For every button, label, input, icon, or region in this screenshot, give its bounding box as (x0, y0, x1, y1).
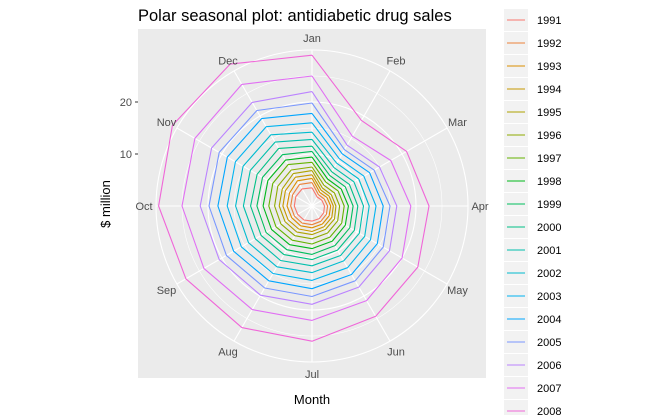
legend-label: 2004 (537, 314, 561, 326)
series-line-1996 (274, 166, 341, 240)
legend-item: 2000 (504, 216, 561, 238)
x-axis-title: Month (294, 392, 330, 407)
legend-label: 1992 (537, 38, 561, 50)
month-tick-label: Jun (387, 346, 405, 358)
month-tick-label: Jul (305, 369, 319, 381)
series-line-1993 (286, 177, 332, 229)
legend-label: 2005 (537, 337, 561, 349)
series-line-1991 (293, 187, 326, 222)
series-line-1998 (262, 156, 349, 250)
grid-spoke (311, 70, 391, 207)
month-tick-label: Dec (218, 56, 238, 68)
month-tick-label: Sep (157, 285, 177, 297)
month-tick-label: Jan (303, 33, 321, 45)
series-line-1999 (256, 150, 354, 255)
legend-label: 2003 (537, 291, 561, 303)
series-line-2002 (235, 131, 370, 274)
legend-label: 2007 (537, 383, 561, 395)
legend-item: 1998 (504, 170, 561, 192)
legend-item: 1993 (504, 55, 561, 77)
legend-item: 1996 (504, 124, 561, 146)
series-line-2001 (242, 138, 365, 267)
r-tick-label: 20 (120, 97, 132, 109)
legend-label: 2006 (537, 360, 561, 372)
legend-item: 1994 (504, 78, 561, 100)
legend-item: 2002 (504, 262, 561, 284)
month-labels: Jan Feb Mar Apr May Jun Jul Aug Sep Oct Nov Dec (135, 33, 488, 381)
month-tick-label: Aug (218, 346, 238, 358)
series-line-1994 (282, 174, 334, 233)
series-line-2005 (208, 102, 391, 298)
legend-label: 2000 (537, 222, 561, 234)
legend-label: 1997 (537, 153, 561, 165)
series-line-1992 (290, 182, 329, 226)
legend-label: 1993 (537, 61, 561, 73)
legend-label: 1999 (537, 199, 561, 211)
y-axis-title: $ million (98, 180, 113, 228)
legend-item: 2001 (504, 239, 561, 261)
legend-label: 1991 (537, 15, 561, 27)
series-line-1997 (268, 161, 345, 245)
legend-item: 1995 (504, 101, 561, 123)
month-tick-label: Oct (135, 201, 152, 213)
series-line-2007 (181, 75, 412, 321)
grid-spoke (176, 205, 313, 285)
legend-label: 1998 (537, 176, 561, 188)
legend-item: 1991 (504, 9, 561, 31)
month-tick-label: May (447, 285, 468, 297)
legend-label: 1996 (537, 130, 561, 142)
series-line-2008 (158, 54, 430, 342)
legend: 1991 1992 1993 1994 1995 1996 1997 1998 1999 2000… (504, 9, 561, 415)
grid-spoke (311, 205, 391, 342)
legend-label: 2001 (537, 245, 561, 257)
legend-item: 2005 (504, 331, 561, 353)
chart-title: Polar seasonal plot: antidiabetic drug s… (138, 7, 452, 25)
series-line-1995 (278, 170, 337, 236)
series-layer (158, 54, 430, 342)
legend-label: 2002 (537, 268, 561, 280)
legend-item: 1992 (504, 32, 561, 54)
legend-label: 1994 (537, 84, 561, 96)
radial-axis: 10 20 (120, 97, 138, 161)
legend-item: 1997 (504, 147, 561, 169)
month-tick-label: Feb (387, 56, 406, 68)
legend-item: 2004 (504, 308, 561, 330)
legend-label: 2008 (537, 406, 561, 415)
legend-item: 2008 (504, 400, 561, 415)
legend-item: 2007 (504, 377, 561, 399)
legend-label: 1995 (537, 107, 561, 119)
grid-spoke (233, 70, 313, 207)
series-line-2006 (199, 91, 398, 305)
month-tick-label: Nov (157, 117, 177, 129)
legend-item: 2006 (504, 354, 561, 376)
legend-key-bg (504, 400, 528, 415)
series-line-2004 (217, 112, 384, 290)
series-line-2000 (250, 145, 359, 261)
series-line-2003 (226, 122, 377, 281)
r-tick-label: 10 (120, 149, 132, 161)
legend-item: 2003 (504, 285, 561, 307)
legend-item: 1999 (504, 193, 561, 215)
month-tick-label: Mar (448, 117, 467, 129)
month-tick-label: Apr (471, 201, 488, 213)
